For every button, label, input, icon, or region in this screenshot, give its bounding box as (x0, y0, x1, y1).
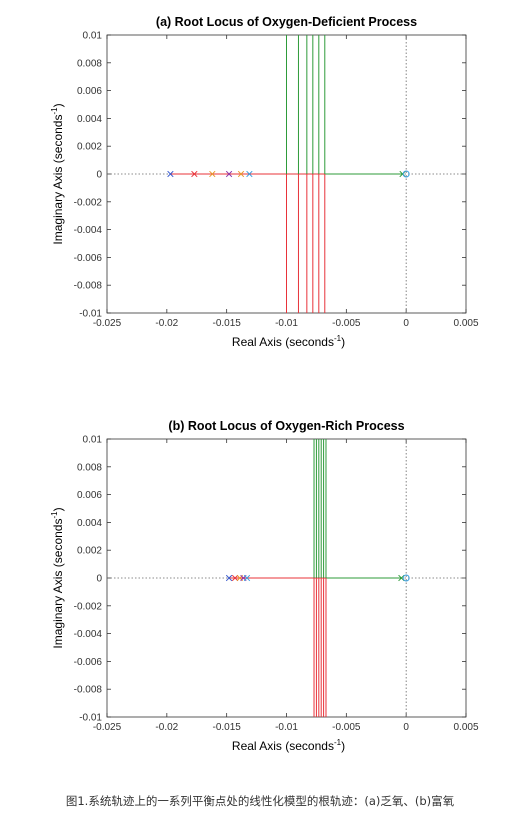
pole-marker-stroke (243, 574, 251, 582)
x-tick-label: -0.02 (155, 722, 178, 733)
x-tick-label: -0.01 (275, 722, 298, 733)
pole-marker-stroke (225, 574, 233, 582)
x-tick-label: -0.015 (212, 318, 241, 329)
y-tick-label: 0 (96, 574, 102, 585)
figure-caption: 图1.系统轨迹上的一系列平衡点处的线性化模型的根轨迹：(a)乏氧、(b)富氧 (65, 794, 455, 808)
y-axis-label: Imaginary Axis (seconds-1) (50, 103, 65, 244)
plot-b: -0.025 -0.02 -0.015 -0.01 -0.005 0 0.005 0.01 0.… (50, 419, 479, 753)
y-tick-label: -0.01 (79, 713, 102, 724)
y-tick-label: 0.01 (83, 435, 103, 446)
pole-marker-stroke (167, 170, 174, 178)
y-axis-label: Imaginary Axis (seconds-1) (50, 507, 65, 648)
y-tick-label: -0.004 (74, 629, 103, 640)
y-tick-label: -0.008 (74, 685, 103, 696)
chart-title: (b) Root Locus of Oxygen-Rich Process (168, 419, 404, 433)
pole-marker (167, 170, 174, 178)
y-tick-label: 0.002 (77, 546, 102, 557)
y-tick-label: 0 (96, 170, 102, 181)
plot-a: -0.025 -0.02 -0.015 -0.01 -0.005 0 0.005 0.01 0.… (50, 15, 479, 349)
pole-marker (209, 170, 216, 178)
x-tick-label: -0.02 (155, 318, 178, 329)
pole-marker-stroke (399, 170, 406, 178)
y-tick-label: 0.008 (77, 462, 102, 473)
pole-marker (225, 170, 233, 178)
x-tick-label: -0.025 (93, 722, 122, 733)
zero-marker (402, 574, 410, 582)
y-tick-label: -0.006 (74, 253, 103, 264)
pole-marker-stroke (237, 170, 245, 178)
pole-marker-stroke (209, 170, 216, 178)
y-tick-label: 0.008 (77, 58, 102, 69)
y-tick-label: -0.002 (74, 601, 103, 612)
chart-title: (a) Root Locus of Oxygen-Deficient Proce… (156, 15, 417, 29)
pole-marker (191, 170, 198, 178)
pole-marker-stroke (225, 170, 233, 178)
pole-marker (237, 170, 245, 178)
x-axis-label: Real Axis (seconds-1) (232, 334, 345, 349)
y-tick-label: 0.004 (77, 114, 102, 125)
y-tick-label: 0.004 (77, 518, 102, 529)
x-axis-label: Real Axis (seconds-1) (232, 738, 345, 753)
pole-marker (399, 170, 406, 178)
x-tick-label: -0.025 (93, 318, 122, 329)
pole-marker-stroke (191, 170, 198, 178)
pole-marker (231, 574, 239, 582)
x-tick-label: 0.005 (453, 722, 478, 733)
y-tick-label: -0.006 (74, 657, 103, 668)
y-tick-label: -0.008 (74, 281, 103, 292)
x-tick-label: -0.005 (332, 722, 361, 733)
x-tick-label: -0.005 (332, 318, 361, 329)
x-tick-label: 0 (403, 318, 409, 329)
x-tick-label: -0.01 (275, 318, 298, 329)
y-tick-label: 0.01 (83, 31, 103, 42)
y-tick-label: -0.002 (74, 197, 103, 208)
y-tick-label: 0.002 (77, 142, 102, 153)
y-tick-label: -0.004 (74, 225, 103, 236)
x-tick-label: -0.015 (212, 722, 241, 733)
y-tick-label: 0.006 (77, 490, 102, 501)
y-tick-label: -0.01 (79, 309, 102, 320)
pole-marker (246, 170, 253, 178)
pole-marker (243, 574, 251, 582)
pole-marker (225, 574, 233, 582)
x-tick-label: 0 (403, 722, 409, 733)
x-tick-label: 0.005 (453, 318, 478, 329)
zero-marker (402, 170, 410, 178)
y-tick-label: 0.006 (77, 86, 102, 97)
pole-marker-stroke (246, 170, 253, 178)
pole-marker-stroke (231, 574, 239, 582)
